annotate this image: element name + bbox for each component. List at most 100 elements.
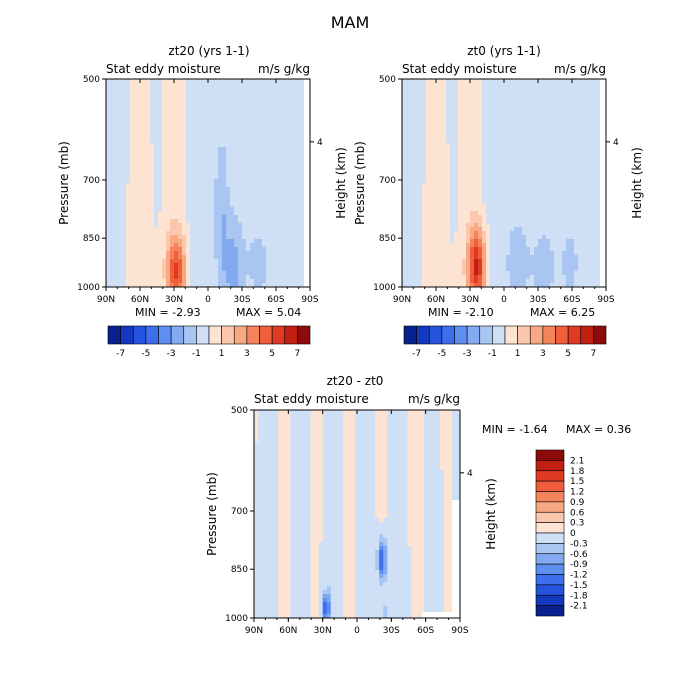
contour-cell: [162, 143, 167, 148]
contour-cell: [178, 283, 183, 288]
contour-cell: [538, 159, 543, 164]
contour-cell: [554, 223, 559, 228]
contour-cell: [170, 219, 175, 224]
contour-cell: [190, 147, 195, 152]
contour-cell: [186, 179, 191, 184]
contour-cell: [290, 207, 295, 212]
contour-cell: [470, 79, 475, 84]
contour-cell: [138, 283, 143, 288]
contour-cell: [254, 279, 259, 284]
contour-cell: [474, 155, 479, 160]
contour-cell: [142, 143, 147, 148]
contour-cell: [154, 159, 159, 164]
contour-cell: [126, 143, 131, 148]
contour-cell: [182, 191, 187, 196]
contour-cell: [514, 155, 519, 160]
contour-cell: [266, 263, 271, 268]
contour-cell: [262, 231, 267, 236]
contour-cell: [214, 171, 219, 176]
contour-cell: [490, 251, 495, 256]
contour-cell: [590, 203, 595, 208]
contour-cell: [562, 195, 567, 200]
contour-cell: [466, 87, 471, 92]
contour-cell: [494, 235, 499, 240]
contour-cell: [274, 211, 279, 216]
contour-cell: [222, 79, 227, 84]
contour-cell: [182, 99, 187, 104]
contour-cell: [178, 135, 183, 140]
contour-cell: [294, 151, 299, 156]
contour-cell: [418, 211, 423, 216]
contour-cell: [182, 131, 187, 136]
contour-cell: [186, 203, 191, 208]
contour-cell: [530, 79, 535, 84]
contour-cell: [434, 139, 439, 144]
contour-cell: [266, 215, 271, 220]
contour-cell: [422, 119, 427, 124]
contour-cell: [582, 135, 587, 140]
contour-cell: [242, 227, 247, 232]
contour-cell: [218, 243, 223, 248]
contour-cell: [402, 79, 407, 84]
contour-cell: [134, 159, 139, 164]
contour-cell: [186, 255, 191, 260]
contour-cell: [586, 227, 591, 232]
contour-cell: [298, 147, 303, 152]
contour-cell: [290, 91, 295, 96]
contour-cell: [170, 235, 175, 240]
contour-cell: [182, 239, 187, 244]
contour-cell: [210, 211, 215, 216]
contour-cell: [266, 163, 271, 168]
contour-cell: [286, 235, 291, 240]
contour-cell: [490, 171, 495, 176]
contour-cell: [242, 219, 247, 224]
contour-cell: [442, 187, 447, 192]
contour-cell: [514, 171, 519, 176]
contour-cell: [454, 239, 459, 244]
contour-cell: [470, 171, 475, 176]
contour-cell: [202, 191, 207, 196]
contour-cell: [122, 123, 127, 128]
contour-cell: [206, 227, 211, 232]
contour-cell: [202, 263, 207, 268]
contour-cell: [154, 247, 159, 252]
contour-cell: [258, 179, 263, 184]
contour-cell: [422, 99, 427, 104]
contour-cell: [138, 247, 143, 252]
contour-cell: [186, 223, 191, 228]
contour-cell: [278, 163, 283, 168]
contour-cell: [450, 223, 455, 228]
contour-cell: [142, 223, 147, 228]
contour-cell: [122, 279, 127, 284]
contour-cell: [522, 155, 527, 160]
contour-cell: [242, 107, 247, 112]
contour-cell: [430, 203, 435, 208]
contour-cell: [130, 211, 135, 216]
contour-cell: [210, 175, 215, 180]
contour-cell: [442, 151, 447, 156]
contour-cell: [526, 207, 531, 212]
contour-cell: [298, 191, 303, 196]
contour-cell: [150, 175, 155, 180]
contour-cell: [430, 119, 435, 124]
contour-cell: [506, 251, 511, 256]
contour-cell: [582, 247, 587, 252]
contour-cell: [446, 91, 451, 96]
contour-cell: [142, 155, 147, 160]
contour-cell: [182, 119, 187, 124]
contour-cell: [238, 267, 243, 272]
contour-cell: [130, 111, 135, 116]
contour-cell: [442, 103, 447, 108]
contour-cell: [154, 195, 159, 200]
contour-cell: [146, 175, 151, 180]
contour-cell: [526, 211, 531, 216]
contour-cell: [258, 215, 263, 220]
contour-cell: [582, 155, 587, 160]
contour-cell: [490, 111, 495, 116]
contour-cell: [234, 195, 239, 200]
contour-cell: [450, 103, 455, 108]
contour-cell: [130, 131, 135, 136]
contour-cell: [158, 155, 163, 160]
contour-cell: [278, 123, 283, 128]
contour-cell: [402, 239, 407, 244]
